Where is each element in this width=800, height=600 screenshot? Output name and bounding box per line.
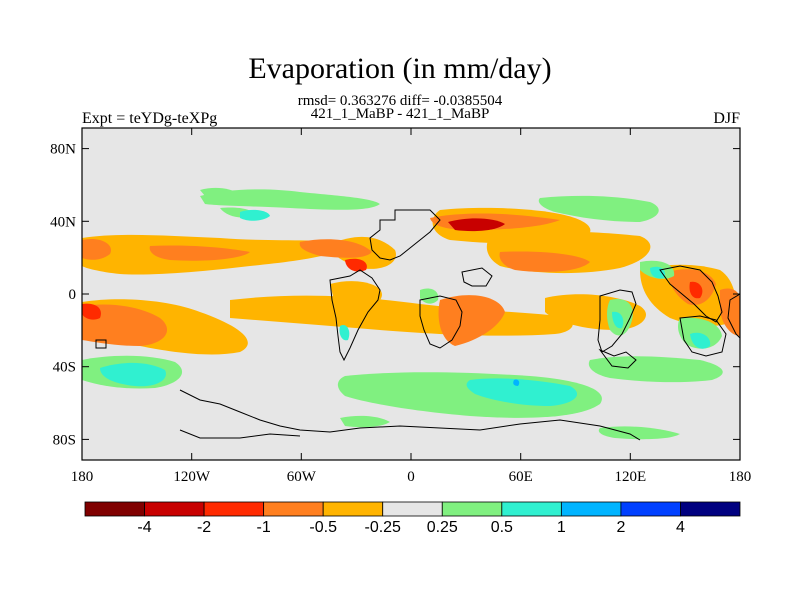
- colorbar-label: 1: [557, 519, 566, 536]
- colorbar-label: -4: [137, 519, 151, 536]
- colorbar-swatch: [203, 501, 265, 517]
- x-tick-label: 120W: [173, 469, 211, 485]
- green-antarctic-rim: [598, 426, 680, 440]
- colorbar-swatch: [620, 501, 681, 517]
- cyan-indian: [612, 311, 624, 329]
- coastline: [95, 209, 740, 441]
- patch-med-darkred: [448, 218, 505, 232]
- patch-pacific-red: [82, 303, 101, 320]
- patch-atlantic-red: [345, 258, 367, 272]
- coast-antarctica: [179, 389, 641, 441]
- patch-arabian: [499, 251, 590, 272]
- y-tick-label: 80S: [53, 432, 76, 448]
- colorbar-label: 2: [616, 519, 625, 536]
- coast-greenland-europe: [369, 209, 441, 261]
- patch-maritime-red: [689, 281, 703, 299]
- green-north-pacific: [200, 189, 380, 210]
- cyan-coral-sea: [690, 332, 711, 349]
- colorbar-swatch: [144, 501, 205, 517]
- green-tropical-atlantic: [420, 288, 439, 304]
- chart-title: Evaporation (in mm/day): [248, 52, 552, 85]
- colorbar-swatch: [84, 501, 145, 517]
- colorbar-swatch: [680, 501, 741, 517]
- coast-india: [597, 289, 637, 353]
- colorbar-swatch: [441, 501, 503, 517]
- evaporation-field: [82, 128, 740, 460]
- colorbar-swatch: [263, 501, 324, 517]
- colorbar-label: -0.25: [364, 519, 401, 536]
- y-tick-label: 40S: [53, 360, 76, 376]
- x-tick-label: 180: [729, 469, 752, 485]
- coast-pacific-island-sq: [95, 339, 107, 349]
- patch-pacific-west: [82, 238, 111, 260]
- axis-ticks: 180 120W 60W 0 60E 120E 180 80N 40N 0 40S 80S: [50, 128, 751, 485]
- colorbar-label: -1: [257, 519, 271, 536]
- coast-madagascar: [598, 348, 637, 369]
- patch-dateline: [720, 288, 740, 336]
- cyan-brazil: [339, 324, 350, 341]
- field-background: [82, 128, 740, 460]
- y-tick-label: 40N: [50, 214, 76, 230]
- x-tick-label: 60W: [287, 469, 317, 485]
- colorbar-swatch: [322, 501, 384, 517]
- y-tick-label: 80N: [50, 142, 76, 158]
- coast-west-africa-bulge: [461, 267, 493, 287]
- colorbar-label: -2: [197, 519, 211, 536]
- coast-east-asia: [659, 265, 723, 323]
- green-south-indian: [588, 356, 723, 383]
- x-tick-label: 60E: [509, 469, 533, 485]
- x-tick-label: 0: [407, 469, 415, 485]
- season-label: DJF: [713, 110, 740, 127]
- green-weddell: [340, 415, 390, 428]
- coast-south-america: [329, 269, 381, 362]
- stats-line: rmsd= 0.363276 diff= -0.0385504: [297, 93, 503, 109]
- green-siberia: [538, 195, 659, 222]
- x-tick-label: 180: [71, 469, 94, 485]
- patch-pacific-mid: [149, 245, 250, 261]
- colorbar-swatch: [560, 501, 622, 517]
- experiment-label: Expt = teYDg-teXPg: [82, 110, 218, 127]
- coast-africa: [419, 295, 463, 349]
- coast-antarctica-ross: [179, 429, 301, 439]
- cyan-bering: [240, 209, 270, 221]
- patch-gulf-stream: [299, 239, 372, 258]
- case-line: 421_1_MaBP - 421_1_MaBP: [310, 106, 490, 122]
- coast-pacific-islands: [727, 293, 740, 339]
- colorbar-swatch: [501, 501, 562, 517]
- colorbar-label: -0.5: [309, 519, 337, 536]
- colorbar-label: 0.5: [491, 519, 513, 536]
- colorbar-label: 0.25: [427, 519, 458, 536]
- patch-south-pacific: [82, 304, 168, 346]
- green-alaska: [200, 187, 240, 198]
- coast-australia: [679, 315, 727, 357]
- cyan-south-pacific: [100, 362, 166, 387]
- patch-south-atlantic: [438, 295, 505, 346]
- colorbar-label: 4: [676, 519, 685, 536]
- blue-dot: [513, 379, 520, 386]
- cyan-southern-ocean: [466, 378, 578, 406]
- y-tick-label: 0: [69, 287, 77, 303]
- colorbar: -4 -2 -1 -0.5 -0.25 0.25 0.5 1 2 4: [84, 501, 741, 536]
- x-tick-label: 120E: [614, 469, 646, 485]
- colorbar-swatch: [382, 501, 443, 517]
